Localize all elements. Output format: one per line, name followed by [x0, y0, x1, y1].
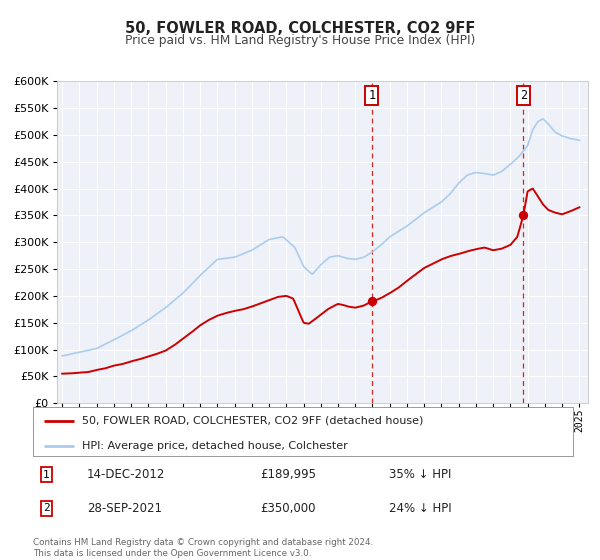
Text: Contains HM Land Registry data © Crown copyright and database right 2024.
This d: Contains HM Land Registry data © Crown c… [33, 538, 373, 558]
Text: £350,000: £350,000 [260, 502, 316, 515]
Text: Price paid vs. HM Land Registry's House Price Index (HPI): Price paid vs. HM Land Registry's House … [125, 34, 475, 46]
Point [367, 297, 377, 306]
Text: 50, FOWLER ROAD, COLCHESTER, CO2 9FF: 50, FOWLER ROAD, COLCHESTER, CO2 9FF [125, 21, 475, 36]
Text: 1: 1 [368, 89, 376, 102]
Text: £189,995: £189,995 [260, 468, 316, 481]
Text: 24% ↓ HPI: 24% ↓ HPI [389, 502, 452, 515]
Text: 2: 2 [43, 503, 50, 513]
Text: 28-SEP-2021: 28-SEP-2021 [87, 502, 162, 515]
Text: 35% ↓ HPI: 35% ↓ HPI [389, 468, 452, 481]
Point [518, 211, 528, 220]
Text: 14-DEC-2012: 14-DEC-2012 [87, 468, 166, 481]
Text: 50, FOWLER ROAD, COLCHESTER, CO2 9FF (detached house): 50, FOWLER ROAD, COLCHESTER, CO2 9FF (de… [82, 416, 423, 426]
Text: 2: 2 [520, 89, 527, 102]
Text: 1: 1 [43, 470, 50, 480]
Text: HPI: Average price, detached house, Colchester: HPI: Average price, detached house, Colc… [82, 441, 347, 451]
